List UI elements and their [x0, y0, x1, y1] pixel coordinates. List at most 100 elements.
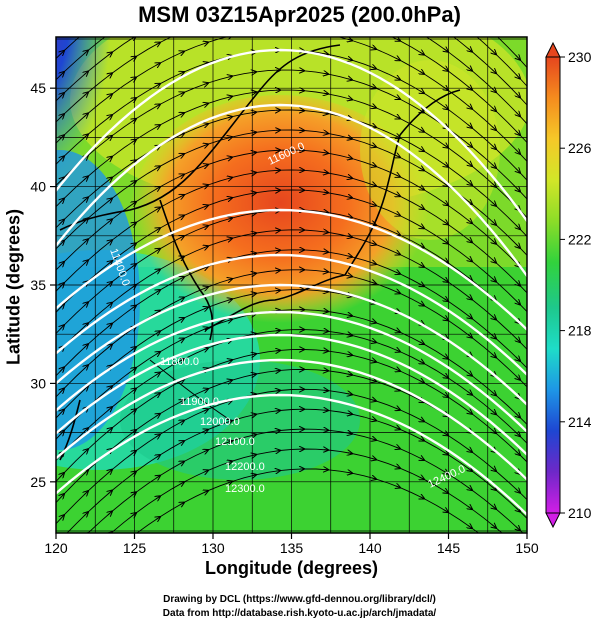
wind-arrow — [444, 318, 448, 321]
wind-arrow — [60, 156, 64, 160]
wind-arrow — [204, 348, 208, 350]
wind-arrow — [516, 432, 520, 436]
wind-arrow — [132, 15, 136, 18]
wind-arrow — [228, 319, 232, 320]
wind-arrow — [156, 187, 160, 189]
x-axis-label: Longitude (degrees) — [204, 558, 378, 578]
wind-arrow — [84, 239, 88, 243]
wind-arrow — [228, 238, 232, 239]
wind-arrow — [372, 126, 376, 128]
wind-arrow — [132, 451, 136, 454]
wind-arrow — [372, 263, 376, 264]
wind-arrow — [372, 28, 376, 30]
wind-arrow — [108, 157, 112, 160]
wind-arrow — [84, 218, 88, 222]
wind-arrow — [276, 471, 280, 472]
wind-arrow — [60, 367, 64, 371]
wind-arrow — [108, 115, 112, 118]
wind-arrow — [108, 303, 112, 306]
wind-arrow — [324, 252, 328, 253]
wind-arrow — [204, 430, 208, 432]
wind-arrow — [372, 419, 376, 420]
wind-arrow — [60, 389, 64, 393]
wind-arrow — [420, 342, 424, 344]
wind-arrow — [444, 356, 448, 359]
wind-arrow — [516, 300, 520, 304]
wind-arrow — [348, 354, 352, 355]
wind-arrow — [468, 392, 472, 395]
wind-arrow — [156, 228, 160, 230]
wind-arrow — [396, 214, 400, 216]
wind-arrow — [516, 489, 520, 493]
wind-arrow — [420, 284, 424, 286]
wind-arrow — [492, 50, 496, 54]
wind-arrow — [156, 208, 160, 210]
wind-arrow — [444, 241, 448, 244]
wind-arrow — [108, 32, 112, 35]
wind-arrow — [516, 225, 520, 229]
wind-arrow — [468, 335, 472, 338]
x-axis-ticks: 120 125 130 135 140 145 150 — [44, 533, 539, 556]
wind-arrow — [516, 131, 520, 135]
wind-arrow — [108, 52, 112, 55]
wind-arrow — [348, 59, 352, 60]
wind-arrow — [180, 339, 184, 341]
wind-arrow — [396, 19, 400, 21]
wind-arrow — [492, 506, 496, 509]
wind-arrow — [108, 261, 112, 264]
wind-arrow — [252, 132, 256, 133]
wind-arrow — [372, 184, 376, 185]
wind-arrow — [468, 411, 472, 414]
wind-arrow — [60, 93, 64, 97]
colorbar-tick-label: 218 — [568, 323, 592, 339]
wind-arrow — [156, 104, 160, 106]
wind-arrow — [60, 30, 64, 34]
wind-arrow — [132, 223, 136, 226]
wind-arrow — [492, 202, 496, 206]
wind-arrow — [516, 244, 520, 248]
wind-arrow — [444, 87, 448, 90]
wind-arrow — [396, 389, 400, 391]
wind-arrow — [444, 222, 448, 225]
wind-arrow — [60, 114, 64, 118]
wind-arrow — [468, 373, 472, 376]
streamline — [66, 408, 527, 533]
contour-label: 12200.0 — [225, 461, 265, 473]
wind-arrow — [132, 264, 136, 267]
wind-arrow — [180, 72, 184, 74]
colorbar-max-arrow — [545, 41, 561, 58]
wind-arrow — [60, 325, 64, 329]
wind-arrow — [108, 407, 112, 410]
wind-arrow — [372, 458, 376, 459]
wind-arrow — [396, 78, 400, 80]
wind-arrow — [396, 330, 400, 332]
wind-arrow — [396, 272, 400, 274]
wind-arrow — [108, 511, 112, 514]
wind-arrow — [516, 376, 520, 380]
wind-arrow — [420, 477, 424, 479]
wind-arrow — [516, 338, 520, 342]
wind-arrow — [396, 117, 400, 119]
wind-arrow — [180, 154, 184, 156]
wind-arrow — [468, 487, 472, 490]
wind-arrow — [204, 409, 208, 411]
wind-arrow — [372, 400, 376, 401]
x-tick-label: 145 — [437, 540, 461, 556]
wind-arrow — [468, 239, 472, 242]
wind-arrow — [84, 491, 88, 495]
wind-arrow — [228, 15, 232, 16]
wind-arrow — [468, 468, 472, 471]
wind-arrow — [228, 461, 232, 462]
wind-arrow — [516, 357, 520, 361]
wind-arrow — [204, 450, 208, 452]
wind-arrow — [492, 164, 496, 168]
y-axis-ticks: 25 30 35 40 45 — [30, 80, 56, 490]
wind-arrow — [228, 481, 232, 482]
contour-label: 11900.0 — [180, 396, 219, 408]
wind-arrow — [396, 467, 400, 469]
wind-arrow — [132, 57, 136, 60]
wind-arrow — [252, 374, 256, 375]
wind-arrow — [180, 380, 184, 382]
wind-arrow — [324, 14, 328, 15]
